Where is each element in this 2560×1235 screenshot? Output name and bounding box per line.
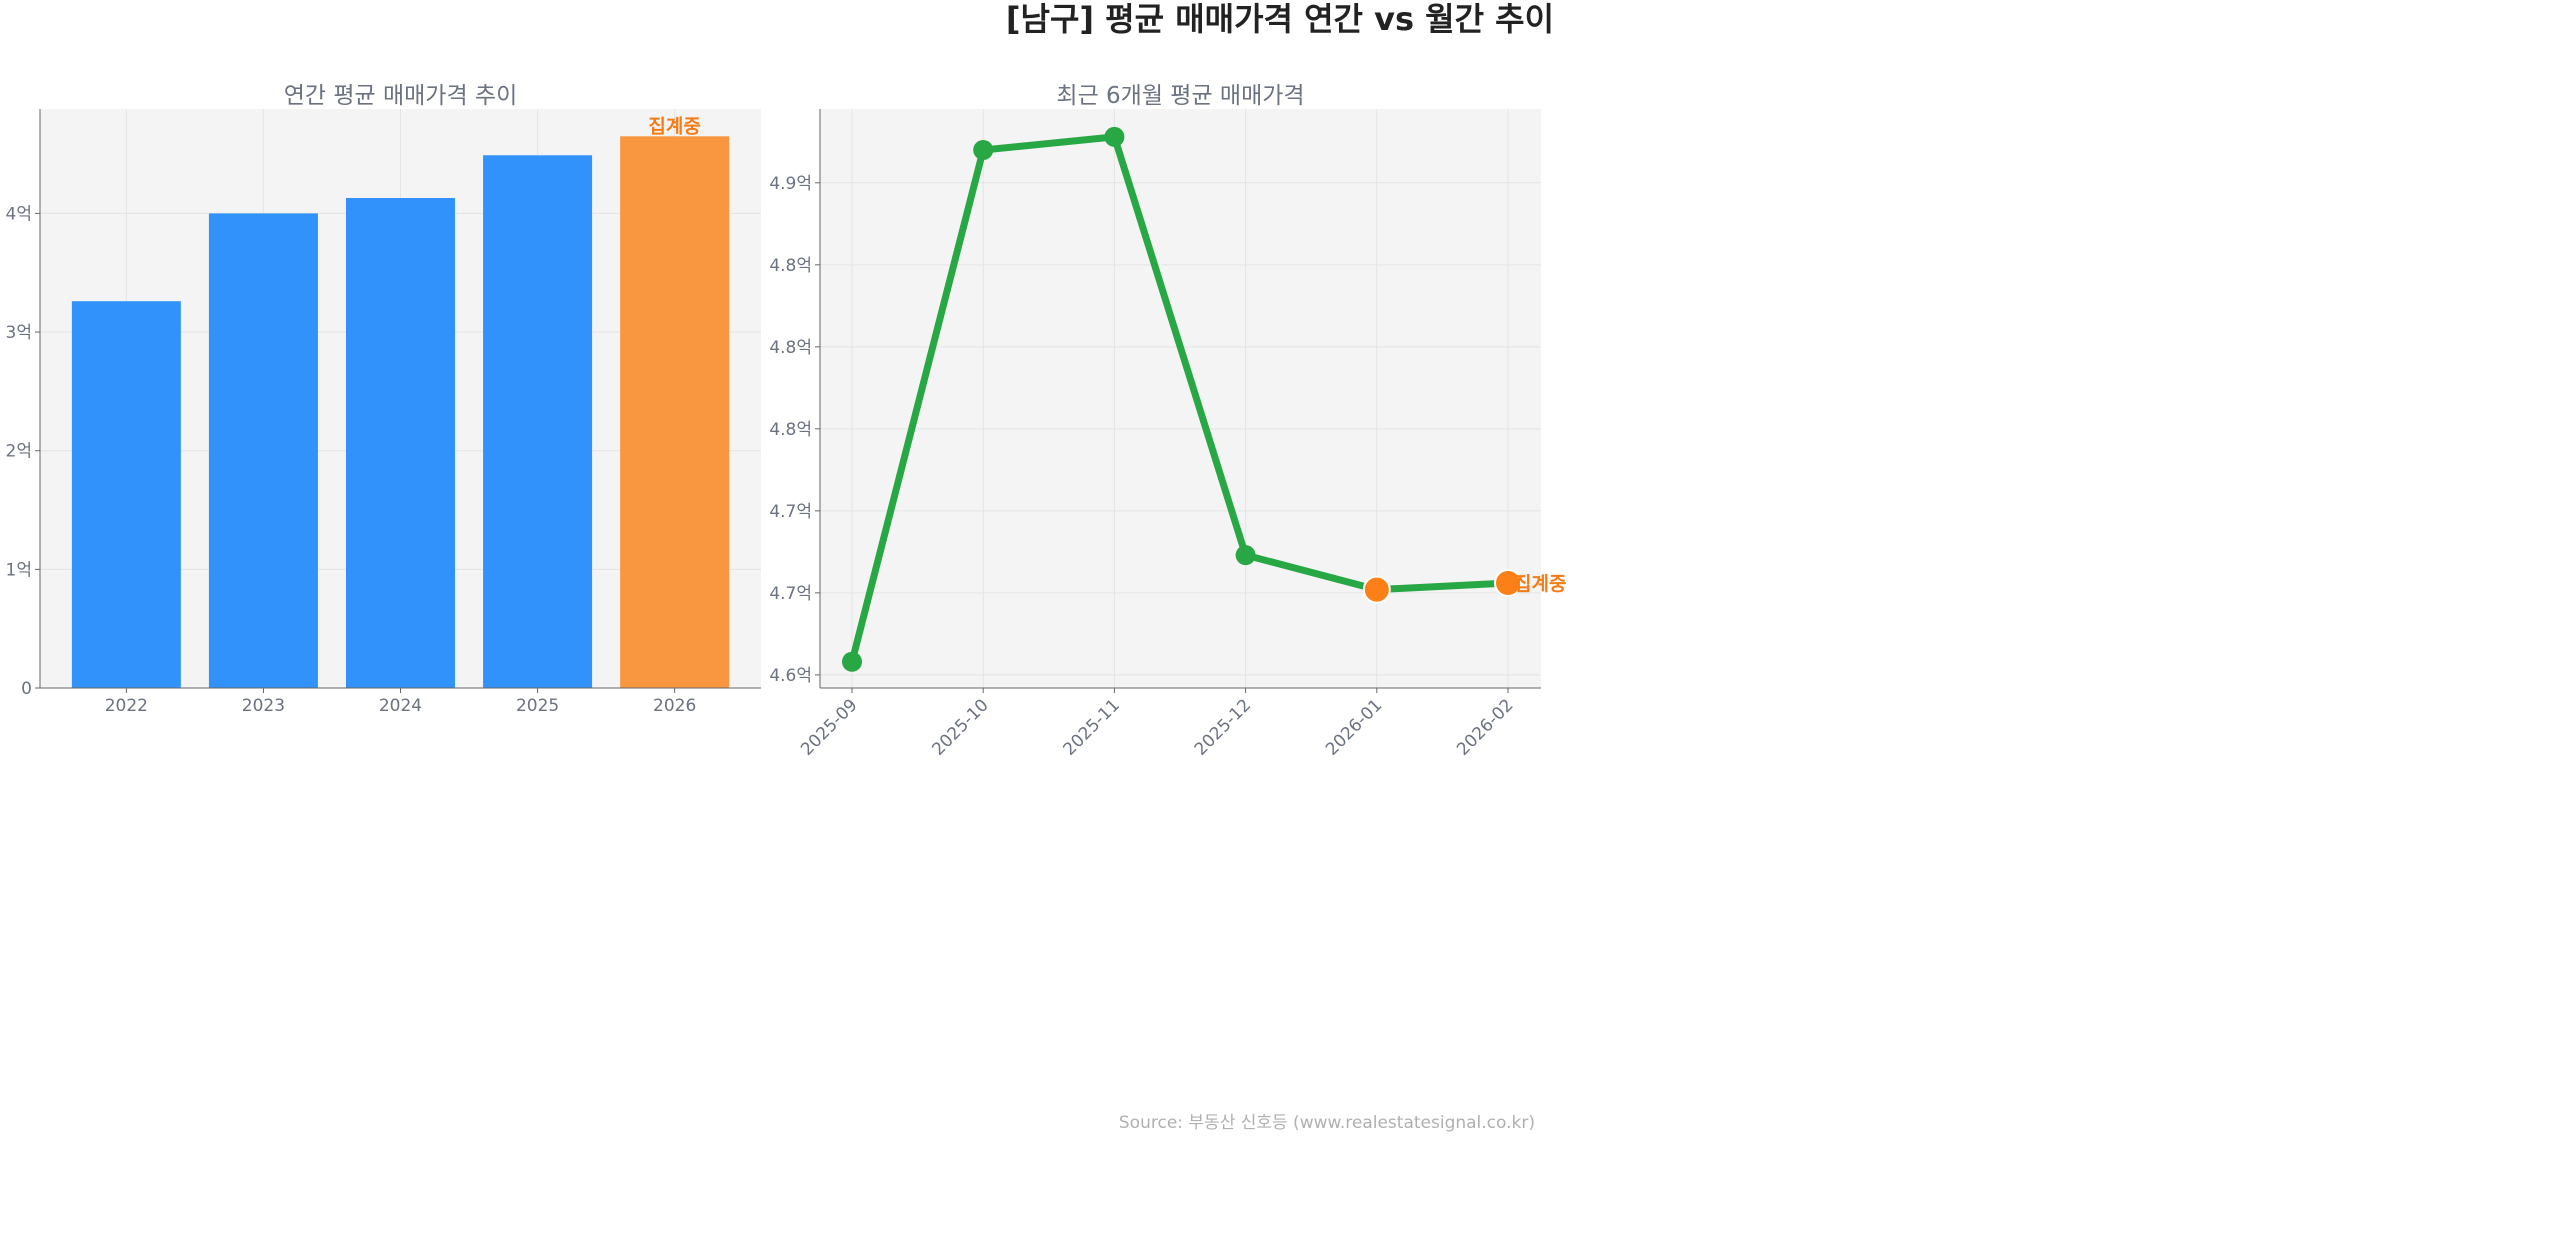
- y-tick-label: 1억: [6, 560, 32, 580]
- y-tick-label: 4.9억: [769, 174, 812, 194]
- x-tick-label: 2022: [105, 696, 148, 716]
- chart-title: 최근 6개월 평균 매매가격: [1056, 83, 1304, 109]
- annual-bar-chart: 0 1억 2억 3억 4억 2022 2023 2024 2025 2026 집계중 연간 평균 매매…: [6, 83, 761, 716]
- x-tick-label: 2026: [653, 696, 696, 716]
- y-tick-label: 4.8억: [769, 420, 812, 440]
- y-tick-label: 2억: [6, 442, 32, 462]
- x-tick-label: 2024: [379, 696, 422, 716]
- data-point-2026-02: [1494, 569, 1522, 598]
- x-tick-label: 2025: [516, 696, 559, 716]
- x-tick-label: 2026-01: [1322, 695, 1386, 759]
- x-tick-label: 2025-10: [928, 695, 992, 759]
- chart-title: 연간 평균 매매가격 추이: [284, 83, 518, 109]
- x-tick-label: 2025-09: [797, 695, 861, 759]
- bar-2022: [71, 301, 181, 688]
- y-tick-label: 4.7억: [769, 502, 812, 522]
- y-tick-label: 3억: [6, 323, 32, 343]
- series-line: [848, 133, 1509, 663]
- monthly-line-chart: 4.6억 4.7억 4.7억 4.8억 4.8억 4.8억 4.9억 2025-09 2025-…: [769, 83, 1566, 760]
- y-tick-label: 4.8억: [769, 256, 812, 276]
- y-tick-label: 4.7억: [769, 584, 812, 604]
- source-note: Source: 부동산 신호등 (www.realestatesignal.co…: [1119, 1113, 1535, 1133]
- bar-2024: [346, 197, 455, 688]
- x-tick-label: 2026-02: [1453, 695, 1517, 759]
- data-point-2025-12: [1235, 545, 1256, 566]
- data-point-2025-09: [842, 651, 862, 672]
- data-point-2026-01: [1362, 575, 1391, 604]
- bar-2023: [208, 213, 318, 688]
- data-point-2025-10: [973, 140, 994, 161]
- annotation-label: 집계중: [648, 115, 700, 137]
- figure-title: [남구] 평균 매매가격 연간 vs 월간 추이: [1006, 0, 1554, 38]
- plot-background: [820, 109, 1541, 688]
- y-tick-label: 0: [21, 679, 32, 699]
- x-tick-label: 2025-11: [1060, 695, 1124, 759]
- bar-2025: [483, 155, 593, 689]
- y-tick-label: 4.8억: [769, 338, 812, 358]
- y-tick-label: 4억: [6, 204, 32, 224]
- annotation-label: 집계중: [1514, 573, 1566, 595]
- bar-2026: [620, 136, 730, 688]
- x-tick-label: 2023: [242, 696, 285, 716]
- data-point-2025-11: [1104, 126, 1125, 147]
- x-tick-label: 2025-12: [1191, 695, 1255, 759]
- y-tick-label: 4.6억: [769, 666, 812, 686]
